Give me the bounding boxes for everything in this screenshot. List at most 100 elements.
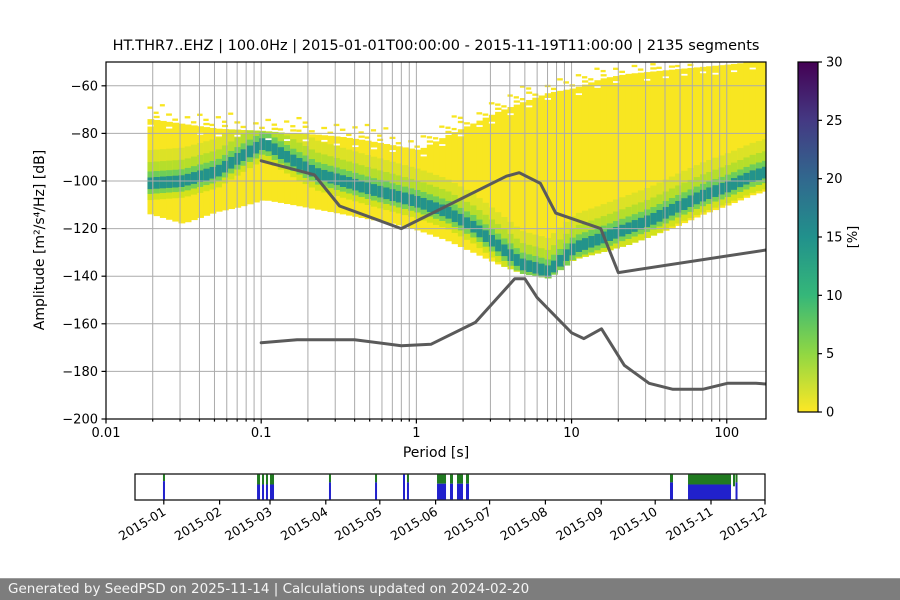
heatmap-band [271, 131, 279, 138]
heatmap-band [172, 148, 180, 161]
heatmap-sparse-stripe [563, 81, 569, 84]
heatmap-band [252, 153, 260, 159]
heatmap-band [426, 172, 434, 185]
heatmap-band [284, 133, 291, 136]
heatmap-band [228, 150, 235, 157]
heatmap-band [762, 166, 766, 179]
heatmap-band [439, 177, 447, 189]
heatmap-band [513, 238, 521, 249]
heatmap-sparse-stripe [414, 145, 420, 148]
heatmap-column [501, 109, 509, 267]
heatmap-gap [321, 139, 329, 142]
heatmap-band [178, 147, 186, 160]
heatmap-band [470, 232, 478, 238]
heatmap-column [724, 64, 732, 206]
heatmap-column [637, 72, 645, 241]
heatmap-band [693, 204, 701, 210]
heatmap-sparse-stripe [215, 116, 221, 119]
heatmap-sparse-stripe [532, 93, 539, 96]
heatmap-band [662, 179, 670, 192]
heatmap-band [464, 233, 471, 240]
heatmap-band [408, 210, 415, 217]
heatmap-band [650, 185, 658, 198]
timeline-coverage-green [162, 474, 165, 482]
heatmap-band [718, 155, 726, 168]
heatmap-sparse-stripe [575, 74, 582, 77]
heatmap-band [302, 155, 310, 162]
heatmap-band [668, 220, 676, 227]
heatmap-band [519, 231, 527, 244]
heatmap-sparse-stripe [364, 123, 370, 127]
heatmap-band [762, 160, 766, 167]
heatmap-band [656, 204, 664, 210]
heatmap-band [656, 194, 664, 205]
heatmap-sparse-stripe [600, 69, 606, 73]
heatmap-band [755, 152, 763, 163]
heatmap-band [290, 171, 298, 178]
heatmap-band [445, 223, 453, 230]
heatmap-band [197, 182, 204, 187]
heatmap-band [606, 241, 614, 246]
heatmap-band [308, 149, 316, 159]
heatmap-band [532, 246, 540, 256]
heatmap-band [333, 167, 341, 174]
heatmap-sparse-stripe [668, 65, 676, 68]
heatmap-band [755, 162, 763, 169]
heatmap-band [581, 254, 589, 257]
heatmap-band [724, 174, 732, 181]
heatmap-band [464, 211, 471, 218]
heatmap-sparse-stripe [277, 128, 284, 131]
heatmap-band [569, 255, 577, 261]
heatmap-band [358, 153, 366, 166]
heatmap-sparse-stripe [519, 98, 525, 101]
heatmap-band [327, 183, 335, 189]
heatmap-sparse-stripe [457, 120, 464, 124]
heatmap-band [762, 151, 766, 161]
heatmap-band [482, 246, 490, 253]
heatmap-band [662, 206, 670, 219]
heatmap-band [178, 191, 186, 198]
heatmap-column [613, 76, 620, 249]
heatmap-band [557, 248, 564, 255]
heatmap-band [501, 238, 509, 245]
heatmap-band [184, 173, 192, 186]
heatmap-sparse-stripe [445, 126, 451, 129]
heatmap-band [619, 224, 627, 237]
heatmap-band [699, 183, 707, 190]
timeline-coverage-green [265, 474, 268, 485]
timeline-month-label: 2015-05 [332, 504, 384, 544]
heatmap-band [451, 194, 459, 205]
heatmap-band [408, 188, 415, 195]
heatmap-band [575, 252, 583, 257]
heatmap-band [414, 207, 422, 213]
heatmap-band [668, 197, 676, 204]
heatmap-band [153, 171, 161, 177]
heatmap-band [637, 202, 645, 212]
heatmap-band [644, 187, 651, 200]
heatmap-gap [526, 105, 533, 108]
heatmap-band [315, 152, 322, 163]
heatmap-band [209, 160, 217, 167]
heatmap-band [513, 270, 521, 272]
heatmap-band [724, 153, 732, 166]
heatmap-band [544, 277, 552, 279]
heatmap-sparse-stripe [501, 105, 507, 108]
heatmap-band [631, 236, 639, 243]
heatmap-band [401, 186, 409, 193]
heatmap-band [308, 158, 316, 165]
heatmap-band [221, 145, 229, 155]
heatmap-band [563, 249, 571, 262]
heatmap-band [172, 187, 180, 193]
heatmap-band [631, 231, 639, 237]
heatmap-band [563, 243, 571, 250]
heatmap-band [364, 155, 372, 167]
heatmap-band [395, 175, 403, 185]
heatmap-band [439, 198, 447, 205]
nlnm-line [259, 277, 766, 391]
heatmap-band [650, 207, 658, 213]
timeline-month-label: 2015-09 [553, 504, 606, 544]
y-axis-label: Amplitude [m²/s⁴/Hz] [dB] [32, 149, 48, 331]
heatmap-sparse-stripe [153, 115, 160, 119]
heatmap-band [339, 187, 347, 192]
heatmap-band [439, 221, 447, 228]
